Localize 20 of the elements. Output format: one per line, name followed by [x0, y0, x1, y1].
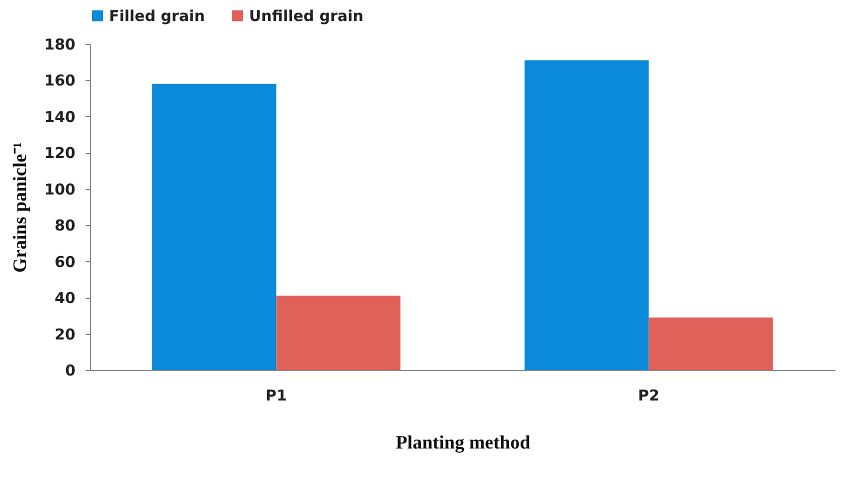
y-tick-label: 20: [54, 325, 76, 344]
y-tick-label: 60: [54, 252, 76, 271]
x-tick-label: P2: [638, 386, 660, 404]
bar: [524, 60, 649, 370]
bar: [276, 296, 400, 370]
x-axis-title: Planting method: [396, 432, 531, 454]
bar: [152, 84, 276, 370]
x-tick-label: P1: [266, 386, 287, 404]
y-tick-label: 140: [44, 108, 76, 126]
y-tick-label: 80: [54, 216, 76, 235]
y-tick-label: 100: [44, 180, 76, 198]
y-tick-label: 160: [44, 72, 76, 90]
legend-label: Unfilled grain: [249, 6, 364, 25]
legend-label: Filled grain: [109, 6, 205, 25]
y-axis-title: Grains panicle⁻¹: [10, 142, 32, 273]
bar: [648, 317, 773, 370]
y-tick-label: 120: [44, 144, 76, 162]
y-tick-label: 0: [65, 362, 76, 380]
y-tick-label: 180: [44, 36, 76, 54]
y-tick-label: 40: [54, 289, 76, 308]
